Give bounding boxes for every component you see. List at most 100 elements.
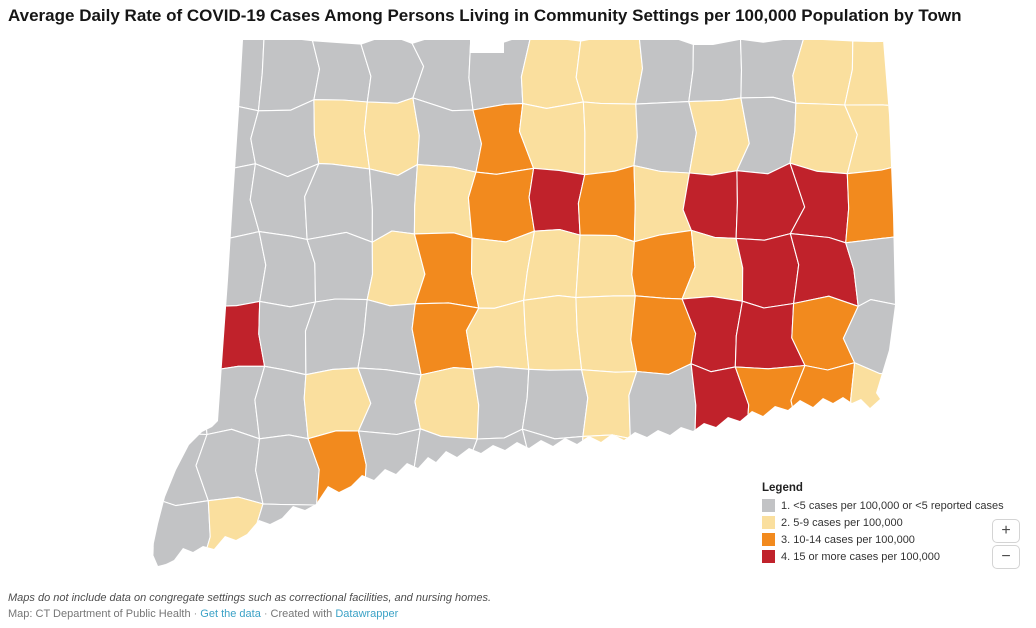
page-title: Average Daily Rate of COVID-19 Cases Amo… [8, 6, 962, 25]
town-cell[interactable] [528, 167, 586, 236]
town-cell[interactable] [845, 235, 909, 308]
town-cell[interactable] [685, 434, 749, 505]
town-cell[interactable] [735, 233, 800, 309]
town-cell[interactable] [575, 234, 636, 299]
town-cell[interactable] [520, 33, 584, 109]
town-cell[interactable] [582, 101, 638, 176]
byline-separator: · [193, 608, 198, 620]
town-cell[interactable] [357, 299, 422, 376]
town-cell[interactable] [195, 428, 264, 505]
legend-item-label: 2. 5-9 cases per 100,000 [781, 516, 903, 529]
legend-swatch [762, 516, 775, 529]
town-cell[interactable] [152, 497, 211, 569]
zoom-in-button[interactable]: + [992, 519, 1020, 543]
town-cell[interactable] [575, 295, 638, 373]
town-cell[interactable] [628, 363, 697, 440]
town-cell[interactable] [575, 36, 644, 105]
town-cell[interactable] [144, 232, 207, 308]
legend-title: Legend [762, 482, 803, 494]
town-cell[interactable] [682, 170, 738, 239]
town-cell[interactable] [686, 496, 749, 568]
legend: Legend 1. <5 cases per 100,000 or <5 rep… [762, 482, 1004, 567]
legend-item-label: 4. 15 or more cases per 100,000 [781, 550, 940, 563]
legend-item: 4. 15 or more cases per 100,000 [762, 550, 1002, 563]
town-cell[interactable] [472, 366, 530, 440]
town-cell[interactable] [258, 231, 317, 308]
town-cell[interactable] [145, 170, 206, 236]
town-cell[interactable] [207, 32, 265, 112]
town-cell[interactable] [368, 164, 418, 243]
town-cell[interactable] [250, 99, 320, 178]
town-cell[interactable] [200, 496, 264, 569]
legend-item: 1. <5 cases per 100,000 or <5 reported c… [762, 499, 1004, 512]
zoom-out-button[interactable]: − [992, 545, 1020, 569]
legend-item-label: 1. <5 cases per 100,000 or <5 reported c… [781, 499, 1004, 512]
town-cell[interactable] [789, 102, 858, 175]
town-cell[interactable] [845, 164, 910, 244]
town-cell[interactable] [414, 367, 480, 440]
town-cell[interactable] [521, 428, 584, 506]
town-cell[interactable] [849, 362, 904, 440]
legend-swatch [762, 499, 775, 512]
town-cell[interactable] [144, 294, 206, 373]
town-cell[interactable] [304, 298, 368, 376]
town-cell[interactable] [202, 231, 267, 308]
town-cell[interactable] [311, 40, 372, 103]
legend-rows: 1. <5 cases per 100,000 or <5 reported c… [762, 499, 1004, 563]
town-cell[interactable] [257, 34, 321, 112]
town-cell[interactable] [577, 165, 636, 243]
town-cell[interactable] [633, 165, 692, 243]
byline: Map: CT Department of Public Health · Get … [8, 608, 398, 620]
map-zoom-controls: + − [992, 519, 1020, 569]
town-cell[interactable] [357, 428, 421, 503]
town-cell[interactable] [467, 495, 534, 571]
town-cell[interactable] [197, 163, 260, 240]
town-cell[interactable] [631, 498, 696, 568]
town-cell[interactable] [523, 295, 583, 371]
town-cell[interactable] [143, 101, 209, 176]
town-cell[interactable] [363, 493, 427, 571]
legend-item: 2. 5-9 cases per 100,000 [762, 516, 1002, 529]
town-cell[interactable] [413, 164, 477, 239]
town-cell[interactable] [203, 300, 266, 373]
town-cell[interactable] [688, 39, 743, 103]
town-cell[interactable] [522, 494, 586, 570]
byline-source: Map: CT Department of Public Health [8, 608, 191, 620]
legend-swatch [762, 533, 775, 546]
town-cell[interactable] [521, 368, 589, 440]
get-the-data-link[interactable]: Get the data [200, 608, 261, 620]
legend-item-label: 3. 10-14 cases per 100,000 [781, 533, 915, 546]
town-cell[interactable] [581, 499, 639, 571]
town-cell[interactable] [306, 231, 374, 303]
town-cell[interactable] [467, 167, 535, 243]
town-cell[interactable] [580, 434, 639, 505]
town-cell[interactable] [304, 163, 373, 243]
town-cell[interactable] [363, 97, 420, 176]
legend-swatch [762, 550, 775, 563]
town-cell[interactable] [629, 437, 696, 505]
town-cell[interactable] [144, 361, 208, 436]
town-cell[interactable] [413, 232, 480, 309]
town-cell[interactable] [844, 40, 904, 108]
map-footnote: Maps do not include data on congregate s… [8, 592, 492, 604]
town-cell[interactable] [633, 101, 697, 174]
town-cell[interactable] [313, 99, 371, 170]
town-cell[interactable] [581, 369, 638, 440]
created-with-label: Created with [270, 608, 333, 620]
town-cell[interactable] [313, 495, 370, 571]
town-cell[interactable] [255, 434, 320, 506]
town-cell[interactable] [412, 428, 478, 503]
town-cell[interactable] [631, 229, 696, 300]
town-cell[interactable] [467, 428, 534, 506]
datawrapper-link[interactable]: Datawrapper [335, 608, 399, 620]
legend-item: 3. 10-14 cases per 100,000 [762, 533, 1002, 546]
town-cell[interactable] [413, 494, 482, 571]
town-cell[interactable] [792, 37, 854, 106]
town-cell[interactable] [254, 365, 309, 440]
town-cell[interactable] [252, 503, 319, 570]
town-cell[interactable] [635, 35, 694, 105]
byline-separator: · [263, 608, 268, 620]
town-cell[interactable] [142, 31, 210, 108]
